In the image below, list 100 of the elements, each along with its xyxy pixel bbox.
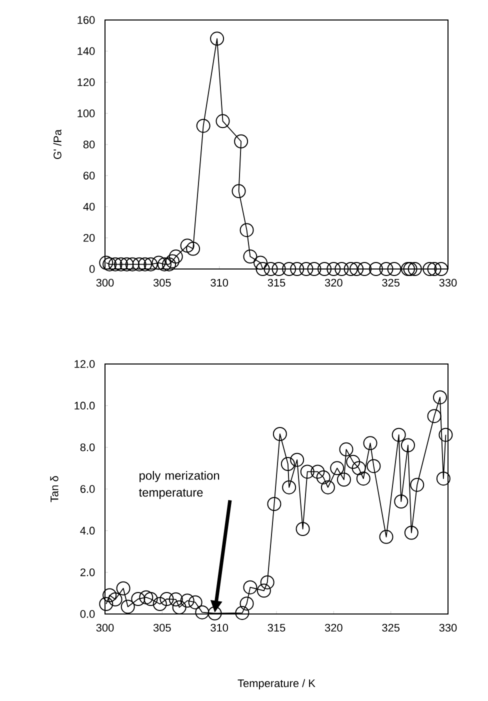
x-tick-label: 325 — [382, 278, 400, 287]
point — [394, 494, 408, 508]
point — [299, 262, 314, 276]
point — [330, 461, 344, 476]
point — [300, 464, 314, 479]
point — [307, 262, 322, 276]
point — [436, 472, 450, 486]
point — [235, 606, 250, 620]
point — [168, 592, 183, 606]
point — [186, 242, 200, 256]
point — [260, 575, 274, 590]
point — [379, 262, 394, 276]
point — [344, 262, 358, 276]
point — [144, 592, 158, 606]
point — [138, 257, 152, 272]
point — [188, 595, 202, 610]
point — [363, 436, 378, 450]
point — [162, 257, 176, 272]
point — [165, 254, 180, 268]
point — [336, 472, 351, 487]
point — [296, 522, 310, 536]
x-tick-label: 315 — [268, 624, 286, 632]
point — [404, 526, 418, 540]
point — [232, 184, 246, 198]
y-tick-label: 60 — [84, 172, 95, 180]
y-tick-label: 4.0 — [80, 526, 95, 535]
point — [326, 262, 341, 276]
annotation: poly merization temperature — [138, 470, 220, 500]
point — [290, 262, 304, 276]
point — [310, 464, 325, 479]
point — [114, 257, 128, 272]
point — [356, 472, 370, 486]
x-tick-label: 310 — [210, 278, 228, 287]
y-tick-label: 0.0 — [80, 610, 95, 618]
point — [99, 256, 114, 270]
point — [168, 250, 183, 264]
point — [352, 461, 366, 476]
point — [264, 262, 278, 276]
point — [132, 257, 146, 272]
y-tick-label: 20 — [84, 234, 95, 242]
point — [433, 390, 447, 404]
point — [102, 588, 117, 602]
y-axis-title: G' /Pa — [53, 129, 62, 160]
point — [400, 438, 415, 452]
x-tick-label: 330 — [439, 278, 457, 287]
point — [410, 478, 424, 492]
point — [350, 262, 364, 276]
point — [358, 262, 372, 276]
point — [144, 257, 158, 272]
y-tick-label: 140 — [78, 47, 95, 55]
point — [346, 454, 360, 469]
point — [120, 600, 135, 614]
point — [216, 114, 230, 128]
point — [108, 257, 122, 272]
point — [120, 257, 134, 272]
point — [316, 470, 330, 484]
y-tick-label: 80 — [83, 140, 95, 148]
point — [152, 597, 167, 611]
point — [290, 452, 304, 467]
y-tick-label: 6.0 — [80, 485, 95, 493]
point — [234, 134, 248, 148]
point — [427, 409, 442, 424]
point — [422, 262, 437, 276]
point — [208, 606, 222, 620]
point — [272, 262, 286, 276]
point — [139, 590, 154, 604]
point — [131, 592, 146, 606]
point — [282, 480, 296, 494]
point — [125, 257, 140, 272]
x-tick-label: 310 — [210, 624, 228, 632]
point — [99, 597, 114, 611]
point — [318, 262, 332, 276]
point — [387, 262, 402, 276]
point — [392, 428, 406, 442]
point — [116, 581, 130, 596]
y-tick-label: 12.0 — [74, 360, 95, 368]
point — [108, 592, 122, 606]
point — [195, 605, 210, 620]
x-axis-title: Temperature / K — [238, 679, 316, 690]
x-tick-label: 300 — [96, 278, 114, 287]
y-axis-title: Tan δ — [50, 476, 58, 502]
point — [102, 257, 117, 272]
y-tick-label: 160 — [78, 16, 95, 24]
point — [152, 256, 166, 270]
point — [160, 592, 174, 606]
point — [180, 238, 194, 253]
point — [172, 600, 186, 614]
x-tick-label: 320 — [324, 278, 342, 287]
point — [240, 223, 254, 238]
y-tick-label: 100 — [78, 110, 95, 118]
point — [408, 262, 422, 276]
point — [243, 580, 258, 594]
x-tick-label: 305 — [153, 278, 171, 287]
x-tick-label: 320 — [324, 624, 342, 632]
x-tick-label: 305 — [153, 624, 171, 632]
point — [210, 32, 224, 46]
y-tick-label: 10.0 — [74, 402, 95, 410]
y-tick-label: 0 — [89, 265, 95, 273]
x-tick-label: 325 — [382, 624, 400, 632]
point — [196, 118, 210, 133]
